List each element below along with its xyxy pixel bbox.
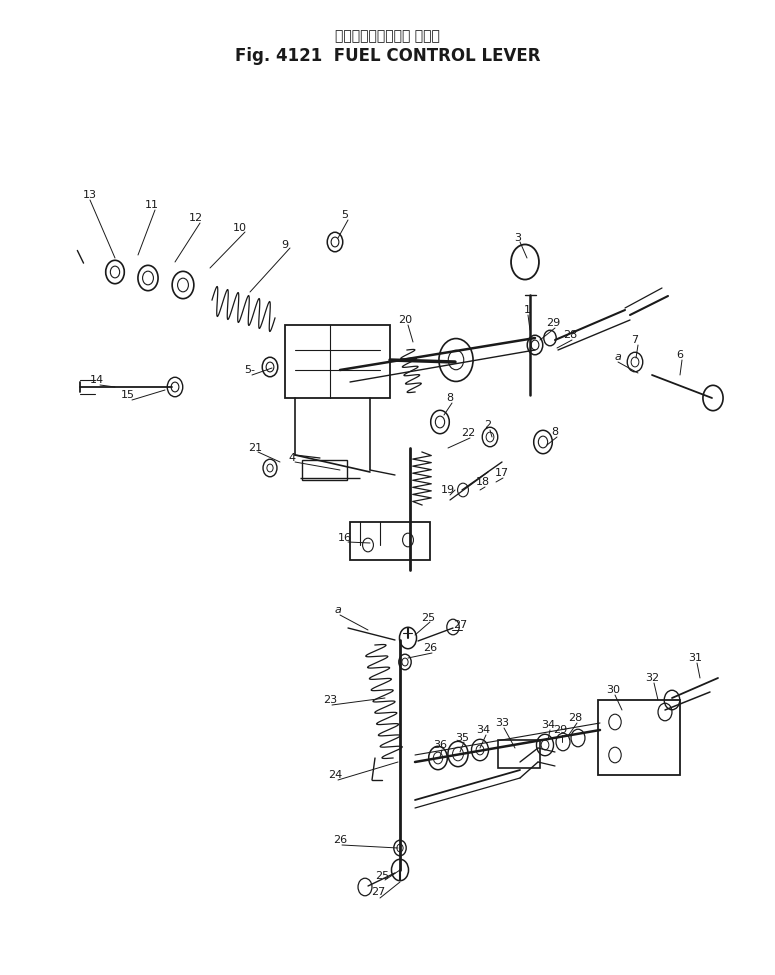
Text: 25: 25	[421, 613, 435, 623]
Bar	[302, 460, 347, 480]
Text: 9: 9	[281, 240, 288, 250]
Text: 34: 34	[541, 720, 555, 730]
Text: 3: 3	[515, 233, 522, 243]
Text: 28: 28	[568, 713, 582, 723]
Text: 2: 2	[484, 420, 491, 430]
Text: 11: 11	[145, 200, 159, 210]
Text: 1: 1	[523, 305, 531, 315]
Text: 21: 21	[248, 443, 262, 453]
Text: 6: 6	[677, 350, 684, 360]
Text: 23: 23	[323, 695, 337, 705]
Bar	[285, 325, 390, 398]
Text: Fig. 4121  FUEL CONTROL LEVER: Fig. 4121 FUEL CONTROL LEVER	[235, 47, 540, 64]
Text: 26: 26	[423, 643, 437, 653]
Text: 26: 26	[333, 835, 347, 845]
Text: 27: 27	[453, 620, 467, 630]
Text: 8: 8	[552, 427, 559, 437]
Bar	[350, 522, 430, 560]
Text: 8: 8	[446, 393, 453, 403]
Text: 29: 29	[553, 725, 567, 735]
Text: 28: 28	[563, 330, 577, 340]
Text: 13: 13	[83, 190, 97, 200]
Text: 27: 27	[371, 887, 385, 897]
Bar	[598, 700, 680, 775]
Text: 19: 19	[441, 485, 455, 495]
Text: 32: 32	[645, 673, 659, 683]
Text: a: a	[335, 605, 342, 615]
Text: 35: 35	[455, 733, 469, 743]
Text: 24: 24	[328, 770, 342, 780]
Text: 31: 31	[688, 653, 702, 663]
Text: 20: 20	[398, 315, 412, 325]
Text: 30: 30	[606, 685, 620, 695]
Text: 14: 14	[90, 375, 104, 385]
Text: 15: 15	[121, 390, 135, 400]
Text: 36: 36	[433, 740, 447, 750]
Text: 22: 22	[461, 428, 475, 438]
Text: 34: 34	[476, 725, 490, 735]
Text: 12: 12	[189, 213, 203, 223]
Text: a: a	[615, 352, 622, 362]
Text: 7: 7	[632, 335, 639, 345]
Text: 10: 10	[233, 223, 247, 233]
Text: 16: 16	[338, 533, 352, 543]
Text: 5-: 5-	[244, 365, 256, 375]
Text: 33: 33	[495, 718, 509, 728]
Text: 5: 5	[342, 210, 349, 220]
Text: フェルコントロール レバー: フェルコントロール レバー	[335, 29, 440, 43]
Text: 17: 17	[495, 468, 509, 478]
Bar	[498, 740, 540, 768]
Text: 29: 29	[546, 318, 560, 328]
Text: 4: 4	[288, 453, 295, 463]
Text: 25: 25	[375, 871, 389, 881]
Text: 18: 18	[476, 477, 490, 487]
